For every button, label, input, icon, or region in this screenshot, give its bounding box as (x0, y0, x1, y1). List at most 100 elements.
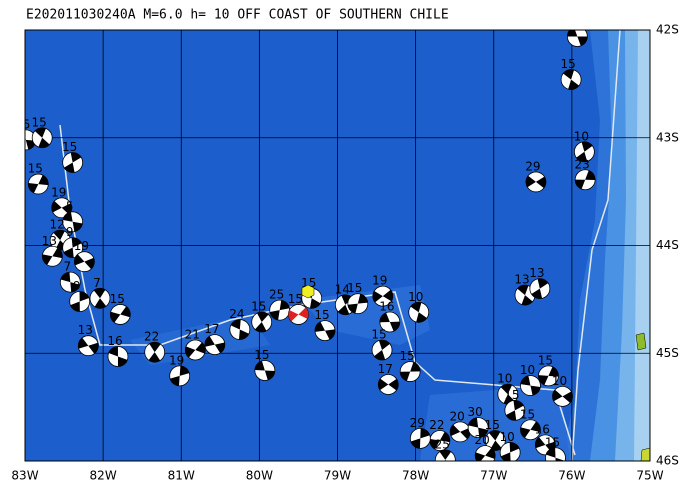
ball-quadrant (52, 247, 63, 259)
depth-label: 19 (74, 239, 89, 253)
ball-quadrant (576, 151, 588, 162)
depth-label: 21 (185, 328, 200, 342)
focal-mechanism (545, 447, 566, 461)
y-tick-label: 46S (656, 454, 679, 468)
depth-label: 13 (78, 323, 93, 337)
focal-mechanism (474, 445, 496, 461)
x-tick-label: 77W (480, 469, 507, 483)
ball-quadrant (475, 452, 486, 461)
x-tick-label: 81W (168, 469, 195, 483)
ball-quadrant (34, 127, 46, 138)
ball-quadrant (468, 417, 479, 428)
ball-quadrant (108, 346, 118, 357)
ball-quadrant (315, 321, 325, 332)
depth-label: 29 (410, 416, 425, 430)
focal-mechanism (109, 304, 131, 325)
focal-mechanism (371, 339, 393, 361)
ball-quadrant (42, 254, 53, 265)
ball-quadrant (204, 336, 215, 347)
focal-mechanism (169, 365, 191, 387)
ball-quadrant (585, 170, 596, 180)
focal-mechanism (574, 169, 596, 191)
focal-mechanism (379, 311, 401, 333)
focal-mechanism (62, 237, 84, 259)
depth-label: 20 (475, 433, 490, 447)
focal-mechanism (229, 319, 251, 340)
depth-label: 10 (408, 290, 423, 304)
ball-quadrant (378, 378, 389, 391)
focal-mechanism (372, 285, 394, 307)
focal-mechanism (529, 278, 551, 300)
focal-mechanism (449, 421, 471, 443)
focal-mechanism (408, 301, 430, 323)
ball-quadrant (51, 200, 62, 213)
x-tick-label: 82W (90, 469, 117, 483)
ball-quadrant (485, 447, 496, 459)
focal-mechanism (484, 430, 506, 451)
depth-label: 9 (73, 279, 81, 293)
ball-quadrant (325, 329, 335, 340)
focal-mechanism (27, 173, 49, 195)
ball-quadrant (509, 442, 520, 453)
depth-label: 13 (514, 273, 529, 287)
ball-quadrant (288, 310, 299, 322)
ball-quadrant (279, 300, 290, 311)
focal-mechanism (504, 399, 526, 421)
ball-quadrant (372, 290, 383, 303)
ball-quadrant (530, 385, 541, 396)
ball-quadrant (28, 183, 39, 194)
ball-quadrant (337, 304, 350, 315)
focal-mechanism (184, 339, 206, 361)
depth-label: 15 (28, 162, 43, 176)
depth-label: 16 (535, 422, 550, 436)
focal-mechanism (520, 419, 541, 441)
ball-quadrant (513, 400, 524, 411)
ball-quadrant (60, 272, 71, 283)
ball-quadrant (195, 342, 206, 354)
ball-quadrant (72, 221, 83, 232)
focal-mechanism (204, 334, 226, 356)
depth-label: 25 (435, 437, 450, 451)
ball-quadrant (257, 312, 269, 323)
ball-quadrant (517, 285, 529, 296)
focal-mechanism (429, 430, 451, 451)
ball-quadrant (70, 152, 82, 163)
depth-label: 15 (504, 388, 519, 402)
ball-quadrant (378, 340, 390, 351)
y-tick-label: 42S (656, 23, 679, 37)
focal-mechanism (573, 141, 595, 163)
depth-label: 30 (467, 405, 482, 419)
depth-label: 10 (574, 129, 589, 143)
ball-quadrant (214, 342, 225, 354)
depth-label: 15 (538, 353, 553, 367)
ball-quadrant (185, 346, 196, 358)
ball-quadrant (110, 311, 121, 323)
ball-quadrant (581, 141, 593, 152)
ball-quadrant (410, 362, 421, 372)
ball-quadrant (500, 452, 511, 461)
focal-mechanism (560, 69, 582, 90)
x-tick-label: 76W (558, 469, 585, 483)
depth-label: 25 (269, 288, 284, 302)
ball-quadrant (388, 378, 399, 391)
depth-label: 15 (288, 292, 303, 306)
ball-quadrant (298, 307, 309, 319)
focal-mechanism (288, 304, 309, 325)
focal-mechanism (144, 341, 166, 363)
depth-label: 12 (50, 218, 65, 232)
ball-quadrant (520, 375, 531, 386)
focal-mechanism (269, 299, 291, 321)
focal-mechanism (59, 271, 81, 293)
ball-quadrant (500, 384, 513, 395)
depth-label: 13 (529, 266, 544, 280)
ball-quadrant (490, 440, 502, 451)
epicenter-marker (301, 284, 315, 299)
y-tick-label: 45S (656, 346, 679, 360)
depth-label: 15 (110, 292, 125, 306)
ball-quadrant (238, 329, 249, 340)
ball-quadrant (179, 365, 190, 376)
ball-quadrant (530, 421, 541, 433)
ball-quadrant (545, 447, 556, 458)
ball-quadrant (538, 375, 549, 386)
ball-quadrant (120, 306, 131, 318)
